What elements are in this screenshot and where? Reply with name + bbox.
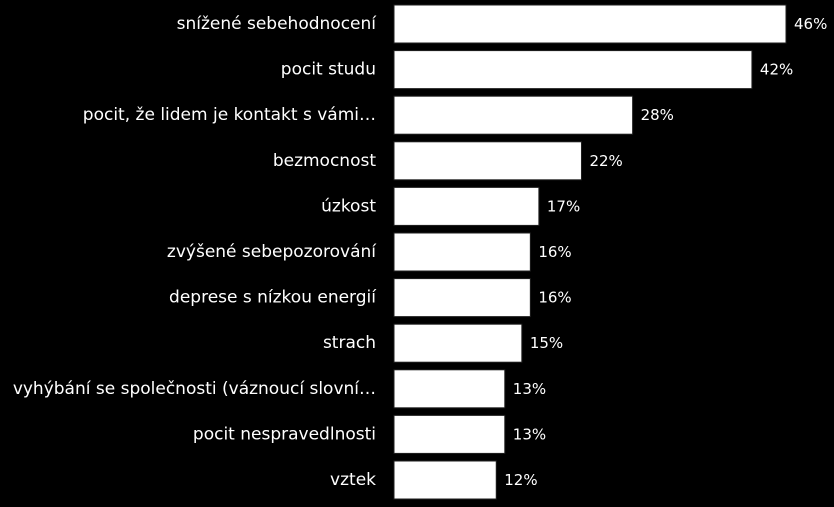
bar [393,95,634,135]
category-label: úzkost [321,196,376,216]
value-label: 16% [538,289,571,307]
bar [393,278,531,318]
category-label: vztek [330,470,376,490]
bar [393,369,506,409]
value-label: 17% [547,197,580,215]
value-label: 46% [794,15,827,33]
bar [393,186,540,226]
bar [393,141,582,181]
category-label: vyhýbání se společnosti (váznoucí slovní… [13,379,376,399]
bars [393,4,787,500]
bar [393,414,506,454]
category-label: strach [323,333,376,353]
value-label: 13% [513,425,546,443]
bar [393,50,753,90]
category-labels: snížené sebehodnocení pocit studu pocit, ž… [13,14,377,490]
bar [393,460,497,500]
value-label: 15% [530,334,563,352]
bar [393,4,787,44]
category-label: pocit, že lidem je kontakt s vámi… [83,105,376,125]
bar [393,323,523,363]
category-label: deprese s nízkou energií [169,288,377,308]
value-label: 13% [513,380,546,398]
category-label: zvýšené sebepozorování [167,242,377,262]
value-label: 28% [641,106,674,124]
category-label: pocit studu [281,60,376,80]
category-label: snížené sebehodnocení [177,14,378,34]
value-labels: 46% 42% 28% 22% 17% 16% 16% 15% 13% 13% 12% [504,15,827,489]
value-label: 22% [589,152,622,170]
value-label: 42% [760,61,793,79]
value-label: 12% [504,471,537,489]
category-label: bezmocnost [273,151,377,171]
category-label: pocit nespravedlnosti [193,424,376,444]
value-label: 16% [538,243,571,261]
bar [393,232,531,272]
